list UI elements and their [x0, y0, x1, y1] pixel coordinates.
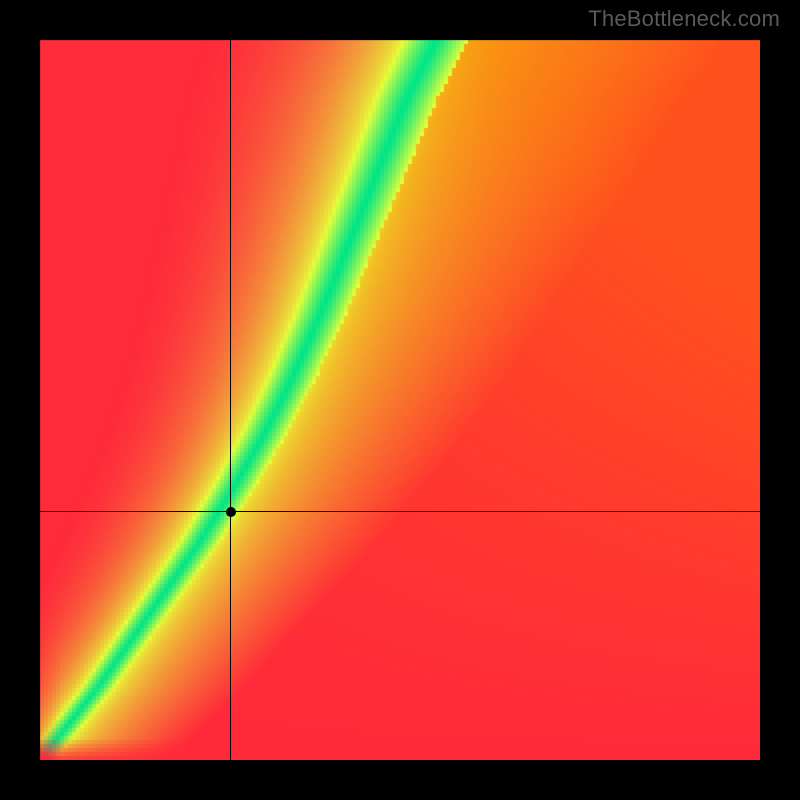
watermark-text: TheBottleneck.com — [588, 6, 780, 32]
crosshair-vertical — [230, 40, 231, 760]
crosshair-horizontal — [40, 511, 760, 512]
crosshair-marker — [226, 507, 236, 517]
bottleneck-heatmap — [0, 0, 800, 800]
